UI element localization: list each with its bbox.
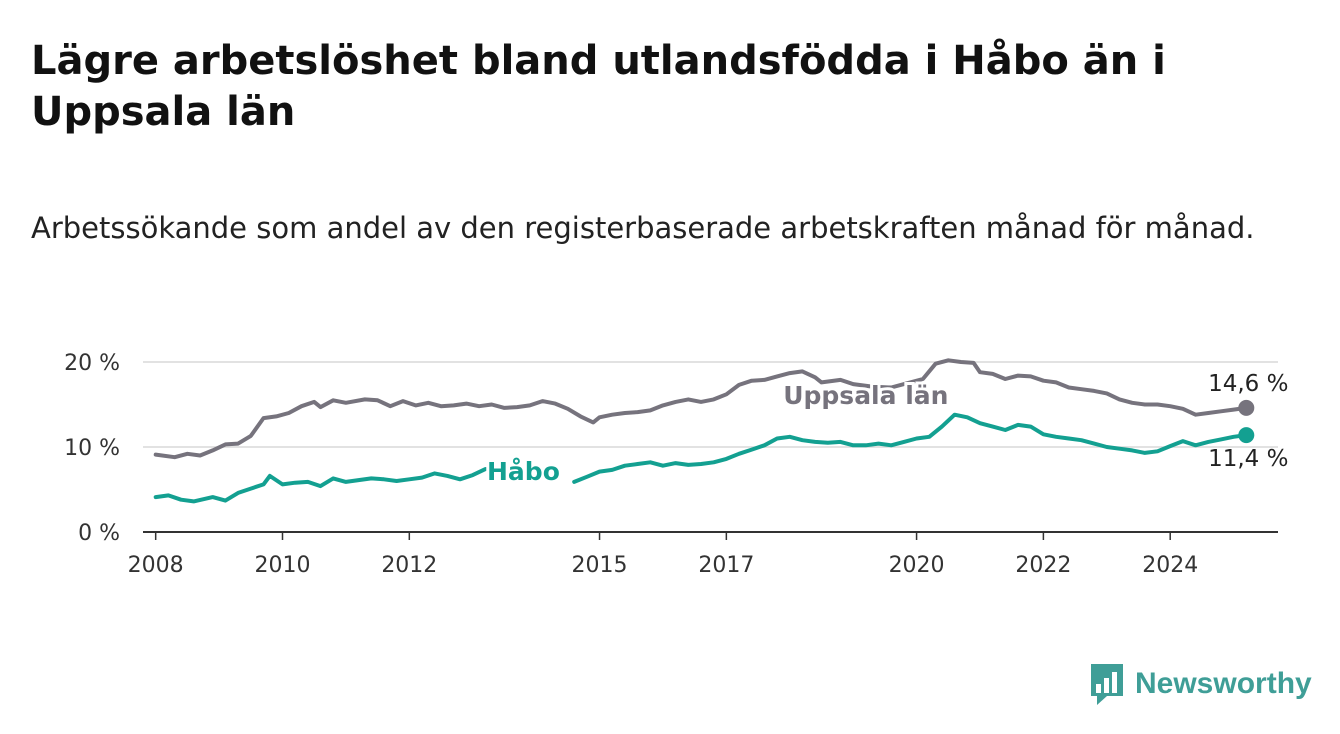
x-tick-label: 2020 [889, 553, 945, 578]
series-name-label: Håbo [487, 457, 560, 486]
x-tick-label: 2017 [698, 553, 754, 578]
series-line [153, 358, 1249, 460]
y-tick-label: 0 % [78, 521, 120, 546]
x-tick-label: 2012 [381, 553, 437, 578]
x-tick-label: 2024 [1142, 553, 1198, 578]
bar-chart-icon [1091, 664, 1123, 705]
x-tick-label: 2010 [254, 553, 310, 578]
series-end-label: 11,4 % [1208, 446, 1288, 472]
series-name-label: Uppsala län [783, 381, 948, 410]
y-tick-label: 10 % [64, 436, 120, 461]
series-end-dot [1238, 427, 1255, 444]
x-tick-label: 2015 [572, 553, 628, 578]
series-line [153, 412, 1249, 504]
y-tick-label: 20 % [64, 351, 120, 376]
series-end-dot [1238, 399, 1255, 416]
chart-title: Lägre arbetslöshet bland utlandsfödda i … [31, 38, 1166, 135]
x-tick-label: 2022 [1015, 553, 1071, 578]
series-end-label: 14,6 % [1208, 371, 1288, 397]
newsworthy-logo: Newsworthy [1089, 662, 1312, 706]
logo-text: Newsworthy [1135, 667, 1312, 700]
x-tick-label: 2008 [128, 553, 184, 578]
chart-subtitle: Arbetssökande som andel av den registerb… [31, 211, 1255, 245]
